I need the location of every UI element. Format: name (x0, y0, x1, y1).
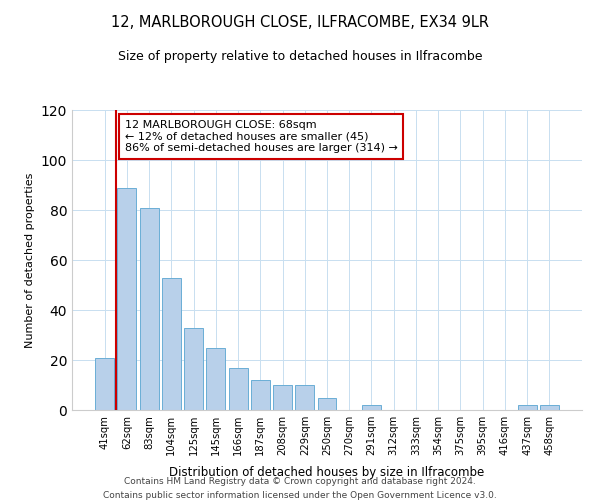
Bar (118, 188, 136, 410)
Y-axis label: Number of detached properties: Number of detached properties (25, 172, 35, 348)
X-axis label: Distribution of detached houses by size in Ilfracombe: Distribution of detached houses by size … (169, 466, 485, 479)
Bar (140, 208, 158, 410)
Bar (206, 348, 225, 410)
Bar (540, 405, 559, 410)
Bar (251, 380, 270, 410)
Bar (295, 385, 314, 410)
Text: Contains HM Land Registry data © Crown copyright and database right 2024.: Contains HM Land Registry data © Crown c… (124, 478, 476, 486)
Text: 12, MARLBOROUGH CLOSE, ILFRACOMBE, EX34 9LR: 12, MARLBOROUGH CLOSE, ILFRACOMBE, EX34 … (111, 15, 489, 30)
Bar (362, 405, 381, 410)
Text: Size of property relative to detached houses in Ilfracombe: Size of property relative to detached ho… (118, 50, 482, 63)
Bar (184, 328, 203, 410)
Bar (317, 398, 337, 410)
Bar (95, 358, 114, 410)
Text: Contains public sector information licensed under the Open Government Licence v3: Contains public sector information licen… (103, 491, 497, 500)
Bar (229, 368, 248, 410)
Text: 12 MARLBOROUGH CLOSE: 68sqm
← 12% of detached houses are smaller (45)
86% of sem: 12 MARLBOROUGH CLOSE: 68sqm ← 12% of det… (125, 120, 398, 153)
Bar (162, 278, 181, 410)
Bar (518, 405, 536, 410)
Bar (273, 385, 292, 410)
